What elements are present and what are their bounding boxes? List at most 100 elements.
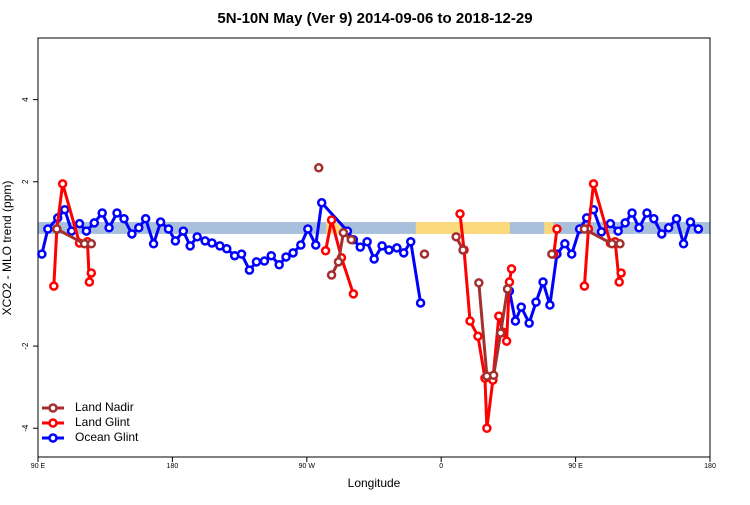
data-point [81,226,92,236]
data-point [663,223,674,233]
data-point [57,179,68,189]
data-point [465,316,475,326]
data-point [552,224,562,234]
chart-title: 5N-10N May (Ver 9) 2014-09-06 to 2018-12… [217,10,532,27]
data-point [155,217,166,227]
data-point [148,239,159,249]
data-point [355,242,366,252]
data-point [566,249,577,259]
data-point [288,248,298,258]
x-axis-label: Longitude [348,476,401,490]
data-point [501,336,512,346]
x-tick-label: 180 [167,463,179,470]
x-tick-label: 90 W [299,463,316,470]
legend-label: Ocean Glint [75,430,139,444]
data-point [84,277,95,287]
plot-frame [37,37,711,458]
data-point [560,239,570,249]
y-tick-label: 4 [21,97,30,102]
y-tick-label: 2 [21,179,30,184]
data-point [52,224,62,234]
series-line [40,201,700,325]
data-point [259,256,270,266]
data-point [362,236,372,247]
data-point [185,241,195,251]
data-point [37,249,47,259]
data-point [538,277,548,287]
data-point [451,232,461,242]
band-highlight [544,222,554,234]
data-point [634,223,644,233]
legend-marker [48,418,58,428]
data-point [348,289,359,299]
data-point [222,243,232,254]
data-point [545,300,555,310]
data-point [495,328,506,338]
data-point [104,223,114,233]
data-point [74,218,85,229]
data-point [531,297,541,307]
data-point [140,213,151,224]
data-point [627,208,637,218]
reference-band [38,222,710,234]
data-point [43,224,53,234]
y-tick-label: -2 [21,342,30,350]
data-point [657,229,667,239]
data-point [296,240,306,250]
data-point [392,243,402,253]
data-point [163,224,174,234]
data-point [89,218,100,228]
data-point [642,208,652,218]
data-point [455,209,465,219]
data-point [510,316,521,326]
data-point [384,245,394,255]
data-point [86,268,97,278]
data-point [502,284,513,294]
data-point [266,250,277,261]
y-tick-label: -4 [21,424,30,432]
data-point [369,254,379,264]
data-point [405,236,416,247]
legend-label: Land Nadir [75,400,134,414]
data-point [458,245,468,255]
data-point [170,236,181,246]
x-tick-label: 90 E [568,463,583,470]
data-point [620,218,630,228]
data-point [316,197,327,208]
data-point [579,281,590,291]
data-point [49,281,59,291]
data-point [506,264,517,274]
data-point [313,163,324,173]
data-point [244,265,255,275]
data-point [59,204,70,215]
legend-label: Land Glint [75,415,130,429]
data-point [311,240,321,250]
data-point [192,232,202,242]
data-point [588,179,599,189]
data-point [596,227,607,237]
data-point [482,423,492,433]
data-point [693,224,704,234]
data-point [678,239,689,249]
data-point [320,246,331,256]
data-point [127,229,137,239]
data-point [613,226,623,236]
data-point [419,249,430,259]
data-point [303,224,313,234]
data-point [473,331,483,341]
data-point [207,238,217,248]
data-point [281,252,291,262]
data-point [415,298,426,308]
legend-marker [48,433,58,443]
data-point [649,213,659,224]
data-point [251,257,262,267]
data-point [607,239,617,249]
x-tick-label: 180 [704,463,716,470]
data-point [97,208,107,218]
data-point [326,270,337,280]
data-point [119,213,129,224]
data-point [377,241,387,251]
data-point [494,311,504,321]
